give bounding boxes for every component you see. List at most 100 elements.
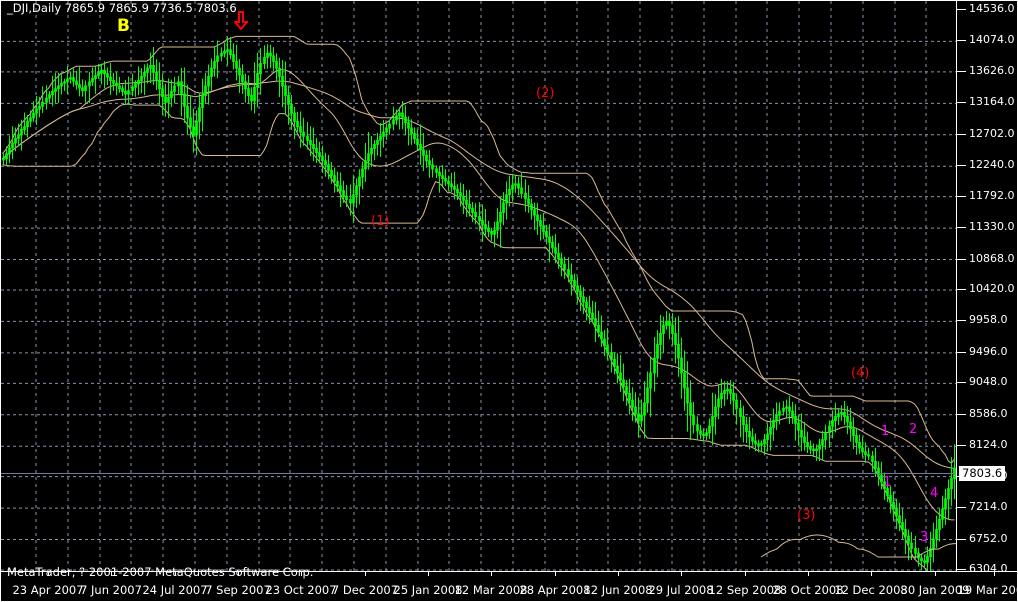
x-axis-tick-label: 23 Apr 2007 xyxy=(12,583,84,597)
sub-wave-4: 4 xyxy=(930,486,939,501)
x-axis-tick xyxy=(871,572,872,576)
symbol-header-label: _DJI,Daily 7865.9 7865.9 7736.5 7803.6 xyxy=(7,1,237,15)
y-tick-dash xyxy=(957,445,966,447)
sell-arrow-icon xyxy=(232,11,250,31)
lower-band-line xyxy=(2,103,929,571)
wave-label-3: (3) xyxy=(797,508,816,523)
x-axis-tick xyxy=(111,572,112,576)
y-axis-tick: 7214.0 xyxy=(957,501,1017,513)
y-tick-label: 11792.0 xyxy=(969,188,1015,202)
y-tick-dash xyxy=(957,227,966,229)
sub-indicator-curve xyxy=(760,534,956,558)
x-axis-time-scale[interactable]: 23 Apr 2007 7 Jun 2007 24 Jul 2007 7 Sep 20… xyxy=(1,572,1018,601)
y-tick-label: 11330.0 xyxy=(969,220,1015,234)
sub-wave-1: 1 xyxy=(881,424,890,439)
sell-arrow xyxy=(232,11,250,33)
x-axis-tick-label: 24 Jul 2007 xyxy=(142,583,208,597)
y-tick-label: 8124.0 xyxy=(969,438,1008,452)
x-axis-tick xyxy=(808,572,809,576)
y-tick-label: 6304.0 xyxy=(969,562,1008,575)
y-axis-tick: 6304.0 xyxy=(957,563,1017,575)
x-axis-tick xyxy=(428,572,429,576)
y-tick-dash xyxy=(957,351,966,353)
x-axis-tick xyxy=(48,572,49,576)
y-axis-tick: 11792.0 xyxy=(957,188,1017,202)
y-tick-label: 13164.0 xyxy=(969,95,1015,109)
wave-label-1: (1) xyxy=(371,214,390,229)
x-axis-tick xyxy=(238,572,239,576)
x-axis-tick-label: 7 Jun 2007 xyxy=(80,583,142,597)
y-tick-dash xyxy=(957,569,966,570)
chart-plot-area[interactable] xyxy=(1,1,956,571)
y-tick-label: 9496.0 xyxy=(969,344,1008,358)
y-tick-label: 8586.0 xyxy=(969,406,1008,420)
y-tick-dash xyxy=(957,195,966,197)
y-tick-dash xyxy=(957,9,966,10)
y-axis-tick: 13164.0 xyxy=(957,96,1017,108)
y-tick-label: 9048.0 xyxy=(969,375,1008,389)
x-axis-tick-label: 12 Dec 2008 xyxy=(834,583,908,597)
y-axis-separator xyxy=(956,1,957,571)
x-axis-tick-label: 7 Dec 2007 xyxy=(331,583,399,597)
y-tick-dash xyxy=(957,382,966,384)
slow-average-line xyxy=(2,80,955,469)
y-tick-label: 9958.0 xyxy=(969,313,1008,327)
middle-band-line xyxy=(2,69,955,521)
x-axis-tick xyxy=(745,572,746,576)
x-axis-tick-label: 12 Sep 2008 xyxy=(708,583,782,597)
buy-marker-b: B xyxy=(117,16,130,36)
y-tick-dash xyxy=(957,40,966,42)
y-tick-label: 6752.0 xyxy=(969,531,1008,545)
x-axis-tick xyxy=(994,572,995,576)
y-axis-tick: 14536.0 xyxy=(957,3,1017,15)
y-tick-dash xyxy=(957,413,966,415)
x-axis-tick-label: 12 Mar 2008 xyxy=(454,583,528,597)
x-axis-tick-label: 29 Jul 2008 xyxy=(648,583,714,597)
y-tick-label: 12240.0 xyxy=(969,158,1015,172)
y-axis-tick: 9958.0 xyxy=(957,314,1017,326)
x-axis-tick xyxy=(555,572,556,576)
upper-band-line xyxy=(2,35,955,464)
sub-wave-2: 2 xyxy=(909,422,918,437)
chart-canvas xyxy=(1,1,956,571)
y-tick-dash xyxy=(957,320,966,322)
y-axis-tick: 10868.0 xyxy=(957,251,1017,265)
x-axis-tick-label: 19 Mar 2009 xyxy=(957,583,1018,597)
y-tick-label: 10868.0 xyxy=(969,251,1015,265)
grid-vertical xyxy=(35,1,927,571)
x-axis-tick xyxy=(175,572,176,576)
y-axis-tick: 13626.0 xyxy=(957,64,1017,77)
y-axis-price-scale[interactable]: 14536.0 14074.0 13626.0 13164.0 12702.0 12240… xyxy=(957,1,1017,575)
x-axis-separator xyxy=(1,571,1017,572)
x-axis-tick xyxy=(365,572,366,576)
y-tick-label: 14074.0 xyxy=(969,33,1015,47)
x-axis-tick-label: 25 Jan 2008 xyxy=(393,583,463,597)
y-tick-dash xyxy=(957,538,966,540)
grid-horizontal xyxy=(1,40,956,571)
oscillator-line xyxy=(760,534,956,558)
y-tick-dash xyxy=(957,507,966,509)
y-axis-tick: 8124.0 xyxy=(957,439,1017,451)
x-axis-tick xyxy=(935,572,936,576)
y-tick-dash xyxy=(957,258,966,260)
x-axis-tick xyxy=(618,572,619,576)
y-axis-tick: 12702.0 xyxy=(957,127,1017,140)
x-axis-tick xyxy=(681,572,682,576)
x-axis-tick-label: 12 Jun 2008 xyxy=(583,583,653,597)
y-axis-tick: 10420.0 xyxy=(957,283,1017,295)
y-tick-dash xyxy=(957,102,966,104)
y-tick-label: 14536.0 xyxy=(969,2,1015,15)
y-tick-dash xyxy=(957,70,966,72)
y-axis-tick: 14074.0 xyxy=(957,34,1017,46)
wave-label-4: (4) xyxy=(851,366,870,381)
candlestick-series xyxy=(2,36,956,571)
current-price-tag: 7803.6 xyxy=(959,466,1006,481)
wave-label-2: (2) xyxy=(536,86,555,101)
x-axis-tick-label: 7 Sep 2007 xyxy=(205,583,271,597)
x-axis-tick-label: 28 Apr 2008 xyxy=(519,583,591,597)
y-axis-tick: 12240.0 xyxy=(957,159,1017,171)
y-tick-dash xyxy=(957,289,966,290)
sub-wave-3: 3 xyxy=(920,530,929,545)
copyright-label: MetaTrader, ? 2001-2007 MetaQuotes Softw… xyxy=(7,565,314,579)
